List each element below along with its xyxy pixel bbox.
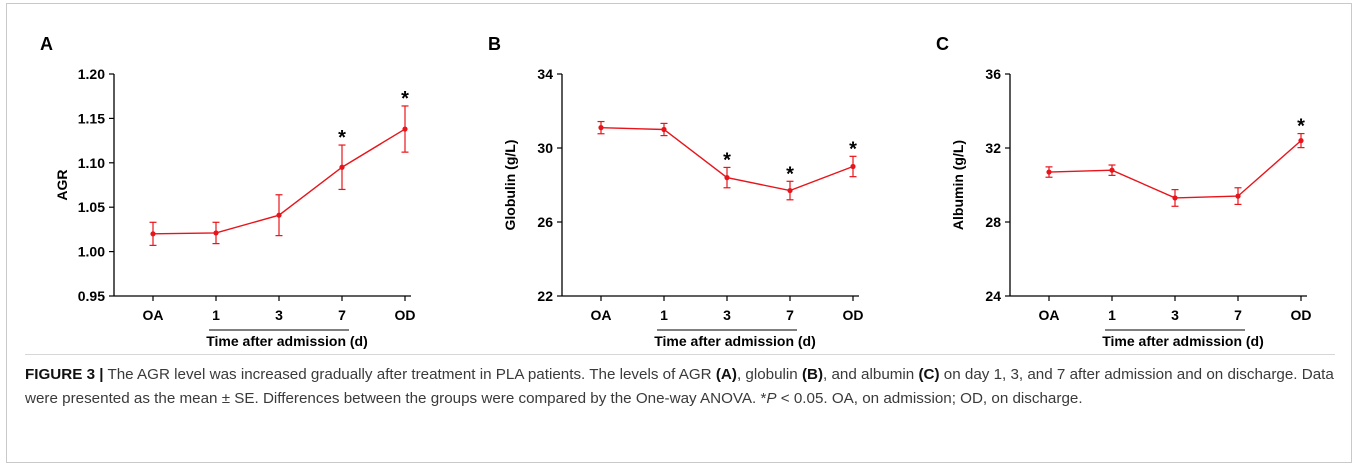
- figure-caption: FIGURE 3 | The AGR level was increased g…: [25, 363, 1335, 411]
- y-tick-label: 1.10: [78, 155, 105, 171]
- caption-ref-b: (B): [801, 366, 824, 383]
- y-tick-label: 30: [537, 140, 553, 156]
- data-point: [724, 175, 730, 181]
- x-axis-label: Time after admission (d): [1102, 333, 1264, 349]
- x-axis-label: Time after admission (d): [206, 333, 368, 349]
- caption-text-2: , globulin: [736, 366, 802, 383]
- y-tick-label: 24: [985, 288, 1001, 304]
- y-tick-label: 26: [537, 214, 553, 230]
- y-tick-label: 0.95: [78, 288, 105, 304]
- x-tick-label: OD: [1291, 307, 1312, 323]
- y-tick-label: 28: [985, 214, 1001, 230]
- data-point: [850, 163, 856, 170]
- x-tick-label: 3: [723, 307, 731, 323]
- caption-label: FIGURE 3 |: [25, 366, 104, 383]
- x-tick-label: 1: [660, 307, 668, 323]
- y-tick-label: 36: [985, 66, 1001, 82]
- data-point: [339, 164, 345, 170]
- caption-text-4: on day 1, 3, and 7 after admission and o…: [25, 366, 1334, 407]
- y-axis-label: Globulin (g/L): [502, 140, 518, 231]
- figure: A 0.95 1.00 1.05 1.10 1.15 1.20 AGR OA 1 3 7 OD Time …: [6, 3, 1352, 463]
- x-tick-label: OD: [395, 307, 416, 323]
- data-point: [1172, 195, 1178, 201]
- x-tick-label: 7: [338, 307, 346, 323]
- caption-divider: [25, 354, 1335, 355]
- caption-p-symbol: P: [766, 390, 777, 407]
- significance-mark: *: [401, 88, 409, 110]
- caption-text-3: , and albumin: [823, 366, 919, 383]
- panel-a-chart: A 0.95 1.00 1.05 1.10 1.15 1.20 AGR OA 1 3 7 OD Time …: [40, 34, 416, 349]
- significance-mark: *: [338, 127, 346, 149]
- significance-mark: *: [1297, 116, 1305, 138]
- data-point: [1109, 167, 1115, 173]
- data-point: [1046, 169, 1052, 175]
- data-point: [276, 212, 282, 218]
- significance-mark: *: [786, 163, 794, 185]
- y-tick-label: 32: [985, 140, 1001, 156]
- x-tick-label: 7: [786, 307, 794, 323]
- x-tick-label: 3: [275, 307, 283, 323]
- x-tick-label: 3: [1171, 307, 1179, 323]
- data-point: [787, 187, 793, 194]
- y-tick-label: 34: [537, 66, 553, 82]
- y-tick-label: 1.05: [78, 199, 105, 215]
- x-tick-label: 7: [1234, 307, 1242, 323]
- y-tick-label: 22: [537, 288, 553, 304]
- data-point: [402, 126, 408, 132]
- x-tick-label: 1: [1108, 307, 1116, 323]
- x-tick-label: OD: [843, 307, 864, 323]
- x-tick-label: 1: [212, 307, 220, 323]
- y-tick-label: 1.15: [78, 110, 105, 126]
- data-point: [1235, 193, 1241, 199]
- x-tick-label: OA: [143, 307, 164, 323]
- panel-label: B: [488, 34, 501, 54]
- significance-mark: *: [849, 138, 857, 160]
- data-point: [598, 125, 604, 131]
- y-tick-label: 1.00: [78, 244, 105, 260]
- data-point: [1298, 138, 1304, 144]
- panel-b-chart: B 22 26 30 34 Globulin (g/L) OA 1 3 7 OD Time after…: [488, 34, 864, 349]
- panel-label: C: [936, 34, 949, 54]
- significance-mark: *: [723, 149, 731, 171]
- caption-ref-a: (A): [715, 366, 737, 383]
- data-point: [661, 126, 667, 133]
- x-tick-label: OA: [591, 307, 612, 323]
- caption-text-5: < 0.05. OA, on admission; OD, on dischar…: [776, 390, 1083, 407]
- data-point: [213, 230, 219, 236]
- y-axis-label: AGR: [54, 169, 70, 200]
- y-tick-label: 1.20: [78, 66, 105, 82]
- caption-text-1: The AGR level was increased gradually af…: [103, 366, 716, 383]
- data-point: [150, 231, 156, 237]
- x-tick-label: OA: [1039, 307, 1060, 323]
- x-axis-label: Time after admission (d): [654, 333, 816, 349]
- y-axis-label: Albumin (g/L): [950, 140, 966, 230]
- caption-ref-c: (C): [918, 366, 940, 383]
- panel-c-chart: C 24 28 32 36 Albumin (g/L) OA 1 3 7 OD Time after …: [936, 34, 1312, 349]
- panel-label: A: [40, 34, 53, 54]
